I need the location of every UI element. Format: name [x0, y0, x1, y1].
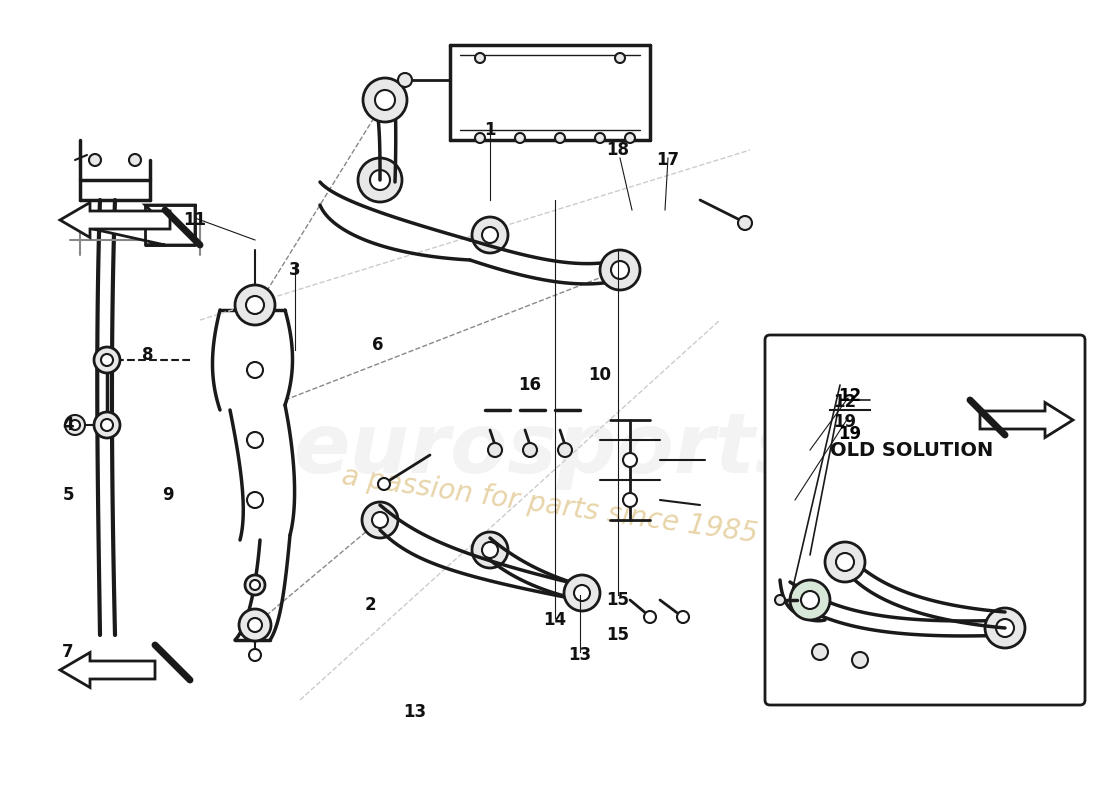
Text: 5: 5: [63, 486, 74, 504]
Text: 4: 4: [63, 416, 74, 434]
Circle shape: [246, 296, 264, 314]
Circle shape: [129, 154, 141, 166]
Circle shape: [372, 512, 388, 528]
Text: 18: 18: [606, 141, 629, 159]
Circle shape: [676, 611, 689, 623]
Circle shape: [248, 362, 263, 378]
FancyBboxPatch shape: [764, 335, 1085, 705]
Circle shape: [984, 608, 1025, 648]
Text: 7: 7: [63, 643, 74, 661]
Circle shape: [250, 580, 260, 590]
Circle shape: [801, 591, 820, 609]
Text: 15: 15: [606, 591, 629, 609]
Text: 12: 12: [834, 393, 857, 411]
Circle shape: [398, 73, 412, 87]
Circle shape: [615, 53, 625, 63]
Circle shape: [623, 453, 637, 467]
Circle shape: [522, 443, 537, 457]
Circle shape: [358, 158, 402, 202]
Text: 15: 15: [606, 626, 629, 644]
Circle shape: [101, 354, 113, 366]
Circle shape: [94, 412, 120, 438]
Circle shape: [248, 492, 263, 508]
Circle shape: [574, 585, 590, 601]
Circle shape: [610, 261, 629, 279]
Circle shape: [515, 133, 525, 143]
Circle shape: [776, 595, 785, 605]
Circle shape: [812, 644, 828, 660]
Circle shape: [101, 419, 113, 431]
Circle shape: [370, 170, 390, 190]
Circle shape: [472, 217, 508, 253]
Circle shape: [235, 285, 275, 325]
Text: 1: 1: [484, 121, 496, 139]
Polygon shape: [75, 205, 195, 245]
Circle shape: [248, 432, 263, 448]
Circle shape: [65, 415, 85, 435]
Circle shape: [644, 611, 656, 623]
Circle shape: [625, 133, 635, 143]
Circle shape: [488, 443, 502, 457]
Circle shape: [825, 542, 865, 582]
Text: OLD SOLUTION: OLD SOLUTION: [830, 441, 993, 459]
Circle shape: [623, 493, 637, 507]
Text: 17: 17: [657, 151, 680, 169]
Circle shape: [362, 502, 398, 538]
Text: 8: 8: [142, 346, 154, 364]
Text: a passion for parts since 1985: a passion for parts since 1985: [340, 462, 760, 548]
Circle shape: [249, 649, 261, 661]
Circle shape: [89, 154, 101, 166]
Circle shape: [482, 227, 498, 243]
Text: 13: 13: [404, 703, 427, 721]
Circle shape: [738, 216, 752, 230]
Text: 9: 9: [162, 486, 174, 504]
Circle shape: [363, 78, 407, 122]
FancyArrow shape: [60, 653, 155, 687]
Circle shape: [239, 609, 271, 641]
Circle shape: [564, 575, 600, 611]
Text: 3: 3: [289, 261, 300, 279]
Text: eurosports: eurosports: [295, 410, 805, 490]
Text: 19: 19: [834, 413, 857, 431]
Circle shape: [852, 652, 868, 668]
Circle shape: [790, 580, 830, 620]
FancyArrow shape: [980, 402, 1072, 438]
Circle shape: [556, 133, 565, 143]
Circle shape: [595, 133, 605, 143]
Circle shape: [378, 478, 390, 490]
Circle shape: [248, 618, 262, 632]
Circle shape: [70, 420, 80, 430]
Text: 2: 2: [364, 596, 376, 614]
Text: 13: 13: [569, 646, 592, 664]
Circle shape: [996, 619, 1014, 637]
Circle shape: [475, 53, 485, 63]
Circle shape: [475, 133, 485, 143]
Circle shape: [558, 443, 572, 457]
Circle shape: [600, 250, 640, 290]
Text: 11: 11: [184, 211, 207, 229]
Circle shape: [472, 532, 508, 568]
Circle shape: [94, 347, 120, 373]
Circle shape: [482, 542, 498, 558]
Text: 10: 10: [588, 366, 612, 384]
Text: 14: 14: [543, 611, 566, 629]
Circle shape: [245, 575, 265, 595]
Text: 19: 19: [838, 425, 861, 443]
Text: 6: 6: [372, 336, 384, 354]
Text: 16: 16: [518, 376, 541, 394]
Circle shape: [375, 90, 395, 110]
FancyArrow shape: [60, 202, 170, 238]
Text: 12: 12: [838, 387, 861, 405]
Circle shape: [836, 553, 854, 571]
